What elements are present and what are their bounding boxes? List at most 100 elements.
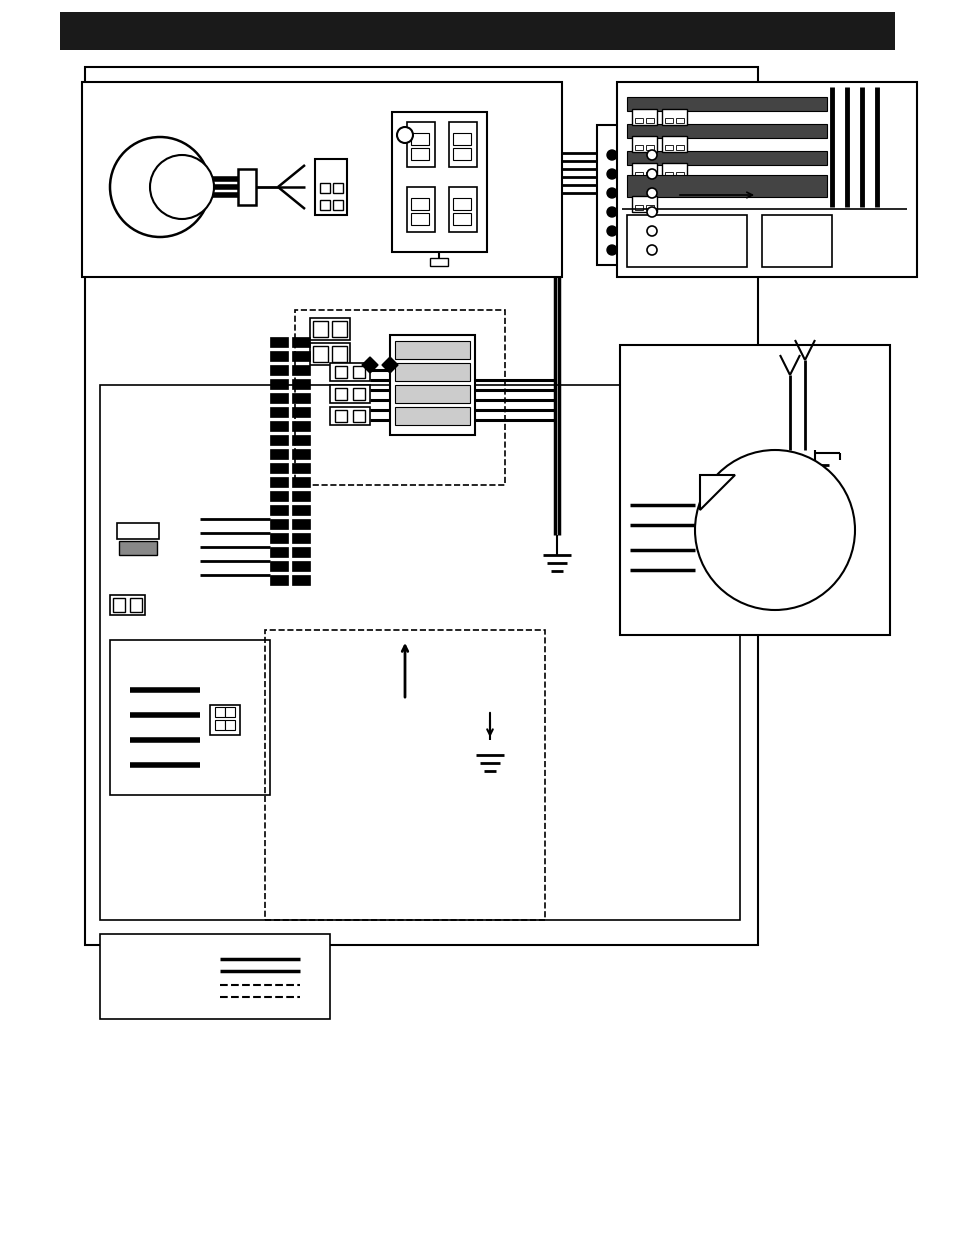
Circle shape: [646, 245, 657, 254]
Bar: [353, 366, 365, 378]
Bar: [270, 547, 288, 557]
Bar: [270, 366, 288, 375]
Bar: [214, 720, 225, 730]
Circle shape: [606, 207, 617, 217]
Bar: [270, 351, 288, 361]
Bar: [330, 363, 370, 382]
Bar: [453, 212, 471, 225]
Circle shape: [110, 137, 210, 237]
Circle shape: [646, 226, 657, 236]
Bar: [635, 144, 642, 149]
Bar: [270, 408, 288, 417]
Bar: [270, 561, 288, 571]
Bar: [308, 182, 328, 198]
Bar: [631, 196, 657, 212]
Bar: [761, 215, 831, 267]
Bar: [626, 124, 826, 138]
Circle shape: [396, 127, 413, 143]
Bar: [270, 477, 288, 487]
Bar: [353, 410, 365, 422]
Bar: [676, 172, 683, 177]
Bar: [411, 212, 429, 225]
Bar: [270, 505, 288, 515]
Bar: [353, 388, 365, 400]
Bar: [270, 224, 286, 235]
Bar: [619, 345, 889, 635]
Bar: [112, 598, 125, 613]
Bar: [119, 541, 157, 555]
Bar: [270, 519, 288, 529]
Bar: [330, 385, 370, 403]
Bar: [292, 351, 310, 361]
Bar: [292, 492, 310, 501]
Bar: [292, 408, 310, 417]
Bar: [664, 172, 672, 177]
Bar: [332, 346, 347, 362]
Bar: [395, 408, 470, 425]
Bar: [390, 335, 475, 435]
Bar: [210, 705, 240, 735]
Bar: [270, 435, 288, 445]
Bar: [85, 67, 758, 945]
Bar: [270, 492, 288, 501]
Bar: [270, 379, 288, 389]
Bar: [292, 379, 310, 389]
Polygon shape: [700, 475, 734, 510]
Bar: [270, 337, 288, 347]
Circle shape: [606, 226, 617, 236]
Bar: [292, 477, 310, 487]
Circle shape: [646, 207, 657, 217]
Bar: [314, 159, 347, 215]
Bar: [270, 421, 288, 431]
Bar: [270, 393, 288, 403]
Bar: [661, 109, 686, 125]
Bar: [335, 410, 347, 422]
Bar: [449, 122, 476, 167]
Bar: [407, 122, 435, 167]
Bar: [294, 310, 504, 485]
Bar: [395, 385, 470, 403]
Bar: [319, 200, 330, 210]
Bar: [661, 163, 686, 179]
Bar: [292, 547, 310, 557]
Circle shape: [646, 188, 657, 198]
Bar: [631, 163, 657, 179]
Bar: [310, 343, 350, 366]
Bar: [270, 576, 288, 585]
Bar: [631, 136, 657, 152]
Bar: [626, 175, 826, 198]
Circle shape: [606, 149, 617, 161]
Bar: [100, 934, 330, 1019]
Bar: [305, 178, 359, 200]
Bar: [270, 534, 288, 543]
Bar: [292, 576, 310, 585]
Bar: [330, 408, 370, 425]
Bar: [270, 240, 286, 251]
Circle shape: [646, 169, 657, 179]
Bar: [225, 706, 234, 718]
Bar: [626, 151, 826, 165]
Bar: [270, 450, 288, 459]
Bar: [214, 706, 225, 718]
Polygon shape: [381, 357, 397, 373]
Bar: [110, 640, 270, 795]
Bar: [292, 337, 310, 347]
Bar: [130, 598, 142, 613]
Bar: [60, 12, 894, 49]
Circle shape: [606, 245, 617, 254]
Bar: [676, 144, 683, 149]
Bar: [117, 522, 159, 538]
Bar: [645, 144, 654, 149]
Bar: [411, 148, 429, 161]
Bar: [335, 366, 347, 378]
Bar: [333, 183, 343, 193]
Bar: [449, 186, 476, 232]
Bar: [635, 119, 642, 124]
Bar: [310, 317, 350, 340]
Bar: [270, 463, 288, 473]
Bar: [661, 136, 686, 152]
Bar: [626, 215, 746, 267]
Bar: [292, 393, 310, 403]
Bar: [453, 133, 471, 144]
Bar: [292, 366, 310, 375]
